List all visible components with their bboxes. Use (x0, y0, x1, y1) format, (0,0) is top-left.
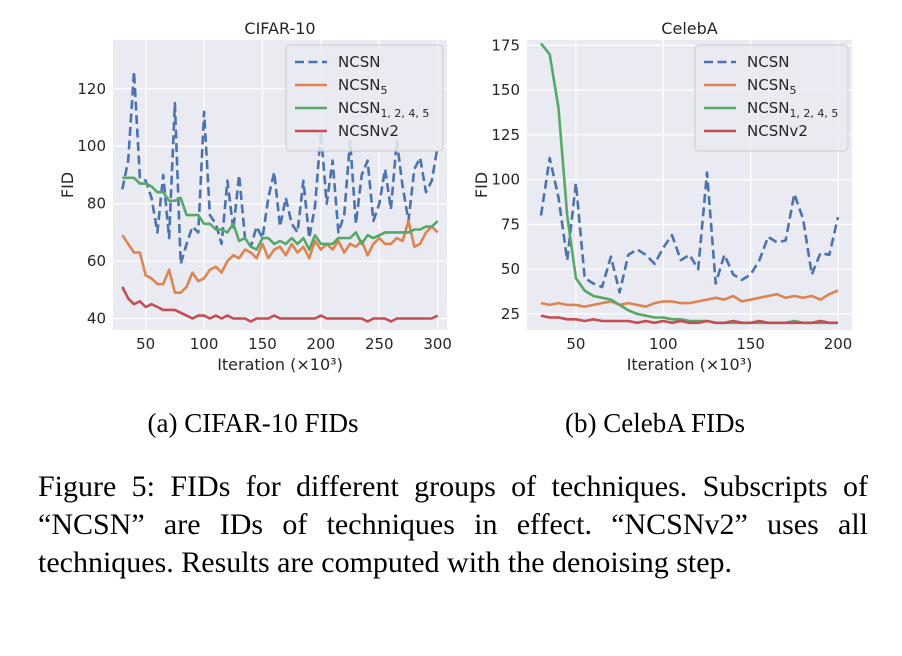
series-line-1 (540, 289, 839, 309)
figure-caption: Figure 5: FIDs for different groups of t… (38, 470, 868, 579)
legend-box (285, 44, 444, 152)
x-tick-label: 250 (365, 335, 394, 353)
y-axis-label: FID (58, 172, 77, 198)
y-tick-label: 125 (491, 126, 520, 144)
x-tick-label: 50 (566, 335, 585, 353)
y-tick-label: 175 (491, 36, 520, 54)
y-axis-label: FID (472, 172, 491, 198)
legend-label: NCSN1, 2, 4, 5 (747, 99, 838, 120)
y-tick-label: 150 (491, 81, 520, 99)
legend-label: NCSNv2 (338, 122, 399, 140)
y-tick-label: 80 (87, 195, 106, 213)
legend-label: NCSN (338, 53, 380, 71)
x-axis-label: Iteration (×10³) (627, 355, 753, 374)
series-lines (121, 70, 439, 323)
x-tick-label: 50 (136, 335, 155, 353)
x-axis-label: Iteration (×10³) (217, 355, 343, 374)
y-tick-label: 75 (501, 215, 520, 233)
x-tick-label: 100 (649, 335, 678, 353)
legend-label: NCSN1, 2, 4, 5 (338, 99, 429, 120)
y-tick-label: 120 (77, 80, 106, 98)
legend-box (694, 44, 849, 152)
x-tick-label: 100 (190, 335, 219, 353)
x-tick-label: 200 (824, 335, 853, 353)
x-tick-label: 200 (307, 335, 336, 353)
cifar10-chart: 50 100 150 200 250 300 40 60 80 100 120 CIFAR-10 Ite… (58, 19, 452, 374)
series-line-2 (122, 176, 439, 251)
legend-label: NCSN5 (747, 76, 796, 97)
series-line-0 (539, 156, 840, 294)
series-line-1 (121, 219, 439, 295)
series-lines (539, 42, 840, 325)
subcaption-b: (b) CelebA FIDs (565, 408, 745, 438)
y-tick-label: 25 (501, 305, 520, 323)
y-tick-label: 50 (501, 260, 520, 278)
chart-title: CIFAR-10 (244, 19, 315, 38)
x-tick-label: 150 (248, 335, 277, 353)
y-tick-label: 100 (77, 137, 106, 155)
celeba-chart: 50 100 150 200 25 50 75 100 125 150 175 CelebA Itera… (472, 19, 852, 374)
subcaption-a: (a) CIFAR-10 FIDs (148, 408, 359, 438)
legend-label: NCSN (747, 53, 789, 71)
x-tick-label: 300 (423, 335, 452, 353)
series-line-3 (540, 314, 838, 325)
series-line-3 (121, 286, 439, 323)
chart-title: CelebA (661, 19, 717, 38)
y-tick-label: 40 (87, 310, 106, 328)
y-tick-label: 60 (87, 252, 106, 270)
x-tick-label: 150 (736, 335, 765, 353)
legend-label: NCSN5 (338, 76, 387, 97)
series-line-0 (121, 70, 439, 266)
y-tick-label: 100 (491, 171, 520, 189)
legend-label: NCSNv2 (747, 122, 808, 140)
